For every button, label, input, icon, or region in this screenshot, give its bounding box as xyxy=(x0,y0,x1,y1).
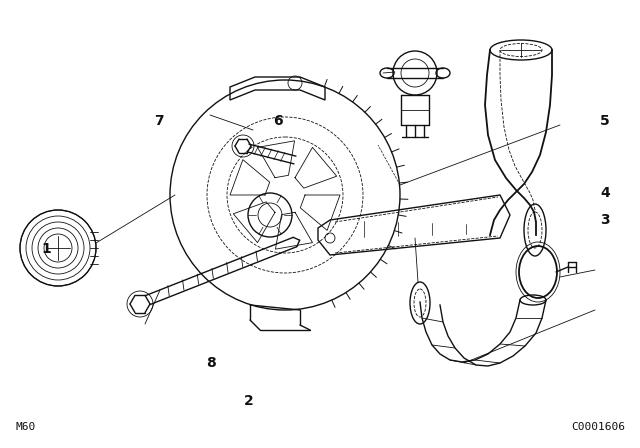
Text: 8: 8 xyxy=(206,356,216,370)
Text: 2: 2 xyxy=(243,394,253,408)
Text: 3: 3 xyxy=(600,212,610,227)
Text: 7: 7 xyxy=(154,114,164,128)
Text: 1: 1 xyxy=(41,241,51,256)
Text: M60: M60 xyxy=(15,422,35,432)
Text: C0001606: C0001606 xyxy=(571,422,625,432)
Text: 5: 5 xyxy=(600,114,610,128)
Text: 6: 6 xyxy=(273,114,284,128)
Text: 4: 4 xyxy=(600,185,610,200)
